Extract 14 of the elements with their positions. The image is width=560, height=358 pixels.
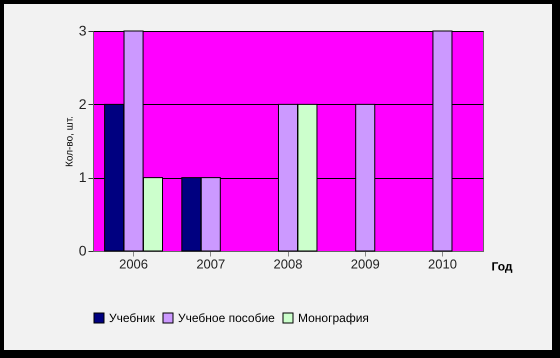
legend-label: Монография [298, 311, 369, 325]
y-tick-label: 3 [78, 22, 87, 38]
x-axis-title: Год [492, 260, 513, 274]
x-tick-label: 2009 [350, 256, 380, 272]
y-tick-label: 0 [78, 242, 87, 258]
legend-label: Учебник [109, 311, 156, 325]
legend-label: Учебное пособие [178, 311, 276, 325]
x-tick-label: 2007 [196, 256, 226, 272]
y-tick-label: 2 [78, 96, 87, 112]
y-tick-label: 1 [78, 169, 87, 186]
x-tick-label: 2010 [428, 256, 457, 272]
x-tick-label: 2006 [119, 256, 148, 272]
x-tick-label: 2008 [274, 256, 302, 272]
y-axis-title: Кол-во, шт. [64, 116, 76, 167]
